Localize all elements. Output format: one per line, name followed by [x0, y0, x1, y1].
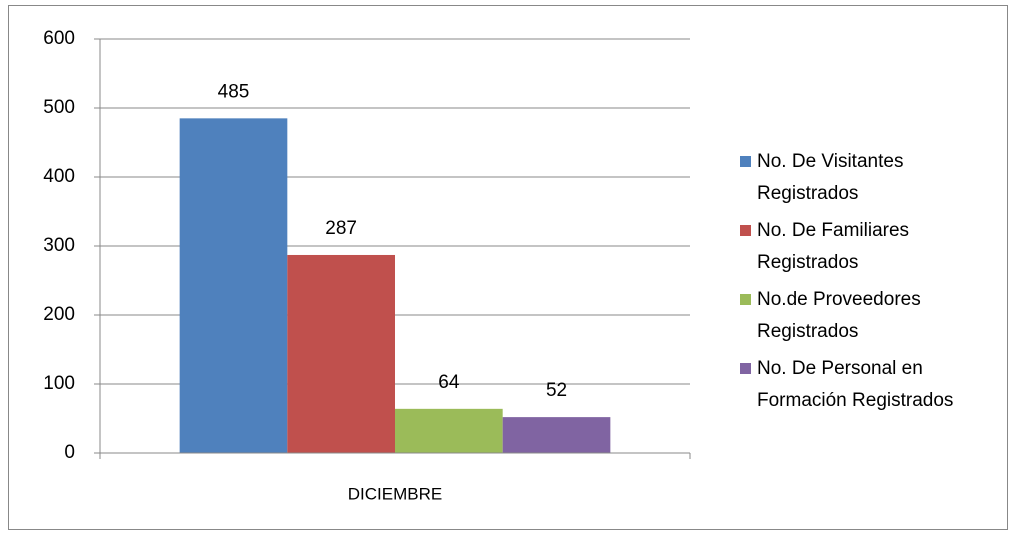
legend-item: No.de Proveedores Registrados [740, 284, 990, 348]
legend-item: No. De Familiares Registrados [740, 215, 990, 279]
legend-swatch [740, 156, 751, 167]
legend-swatch [740, 363, 751, 374]
legend-swatch [740, 225, 751, 236]
bar [287, 254, 395, 453]
y-tick-label: 0 [64, 442, 75, 463]
y-tick-label: 100 [43, 373, 75, 394]
bar [179, 118, 288, 453]
y-tick-label: 500 [43, 97, 75, 118]
legend-label: No. De Personal en Formación Registrados [757, 358, 954, 411]
legend-label: No.de Proveedores Registrados [757, 289, 921, 342]
bar [395, 408, 503, 453]
legend-swatch [740, 294, 751, 305]
bar [502, 417, 611, 453]
y-tick-label: 600 [43, 28, 75, 49]
legend-item: No. De Visitantes Registrados [740, 146, 990, 210]
data-label: 64 [438, 372, 460, 393]
legend-item: No. De Personal en Formación Registrados [740, 353, 990, 417]
data-label: 287 [325, 218, 357, 239]
data-label: 485 [218, 81, 250, 102]
legend-label: No. De Visitantes Registrados [757, 151, 904, 204]
y-tick-label: 400 [43, 166, 75, 187]
legend-label: No. De Familiares Registrados [757, 220, 910, 273]
x-tick-label: DICIEMBRE [348, 484, 442, 503]
y-tick-label: 200 [43, 304, 75, 325]
y-tick-label: 300 [43, 235, 75, 256]
data-label: 52 [546, 380, 567, 401]
